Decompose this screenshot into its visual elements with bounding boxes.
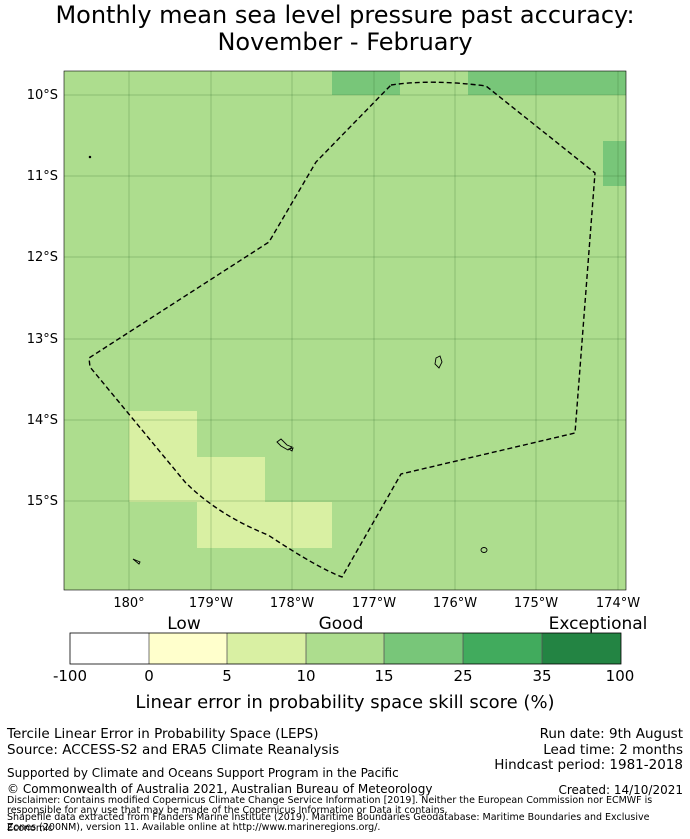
lon-label: 179°W xyxy=(189,596,233,611)
category-good: Good xyxy=(318,614,364,634)
skill-grid xyxy=(64,71,626,590)
cell-good-15-25 xyxy=(603,141,626,186)
colorbar-swatch xyxy=(227,633,306,664)
hindcast-period: Hindcast period: 1981-2018 xyxy=(494,757,683,773)
cell-good-15-25 xyxy=(468,71,626,95)
colorbar-tick: 10 xyxy=(296,667,316,685)
source-text: Source: ACCESS-S2 and ERA5 Climate Reana… xyxy=(7,742,340,758)
category-exceptional: Exceptional xyxy=(548,614,648,634)
created-date: Created: 14/10/2021 xyxy=(558,783,683,797)
shapefile-line-1: Shapefile data extracted from Flanders M… xyxy=(7,812,650,834)
lat-label: 11°S xyxy=(27,169,58,184)
lat-label: 14°S xyxy=(27,413,58,428)
shapefile-line-2: Zones (200NM), version 11. Available onl… xyxy=(7,822,381,833)
lon-ticks: 180° 179°W 178°W 177°W 176°W 175°W 174°W xyxy=(113,596,640,611)
colorbar-swatch xyxy=(149,633,227,664)
method-text: Tercile Linear Error in Probability Spac… xyxy=(7,726,319,742)
cell-good-5-10 xyxy=(129,411,332,548)
lat-label: 13°S xyxy=(27,332,58,347)
map-frame xyxy=(63,70,627,591)
lon-label: 174°W xyxy=(596,596,640,611)
colorbar-tick: -100 xyxy=(52,667,88,685)
lead-time: Lead time: 2 months xyxy=(543,742,683,758)
eez-boundary xyxy=(88,81,596,578)
cell-good-15-25 xyxy=(332,71,400,95)
lon-label: 176°W xyxy=(433,596,477,611)
colorbar-tick: 0 xyxy=(144,667,154,685)
lat-label: 12°S xyxy=(27,250,58,265)
island xyxy=(132,558,141,565)
colorbar-label: Linear error in probability space skill … xyxy=(135,692,555,713)
copyright-text: © Commonwealth of Australia 2021, Austra… xyxy=(7,782,433,796)
lon-label: 177°W xyxy=(352,596,396,611)
gridlines xyxy=(64,71,626,590)
cell-good-10-15 xyxy=(64,71,626,590)
category-low: Low xyxy=(167,614,201,634)
colorbar-swatch xyxy=(542,633,621,664)
island xyxy=(88,155,92,159)
lon-label: 175°W xyxy=(514,596,558,611)
disclaimer-line-2: responsible for any use that may be made… xyxy=(7,805,448,816)
colorbar-tick: 100 xyxy=(605,667,635,685)
title-line-1: Monthly mean sea level pressure past acc… xyxy=(55,1,635,29)
lat-label: 10°S xyxy=(27,88,58,103)
colorbar-tick: 35 xyxy=(532,667,552,685)
lon-label: 178°W xyxy=(270,596,314,611)
lat-label: 15°S xyxy=(27,494,58,509)
colorbar xyxy=(69,632,622,665)
island xyxy=(276,438,293,451)
colorbar-tick: 5 xyxy=(222,667,232,685)
lon-label: 180° xyxy=(113,596,144,611)
disclaimer-line-1: Disclaimer: Contains modified Copernicus… xyxy=(7,795,653,806)
title-line-2: November - February xyxy=(217,28,473,56)
colorbar-swatch xyxy=(463,633,542,664)
colorbar-swatch xyxy=(306,633,384,664)
islands xyxy=(88,155,488,565)
supported-text: Supported by Climate and Oceans Support … xyxy=(7,766,399,780)
island xyxy=(480,547,488,553)
colorbar-frame xyxy=(69,632,622,665)
colorbar-swatch xyxy=(70,633,149,664)
colorbar-tick: 15 xyxy=(374,667,394,685)
colorbar-swatch xyxy=(384,633,463,664)
run-date: Run date: 9th August xyxy=(539,726,683,742)
colorbar-tick: 25 xyxy=(453,667,473,685)
lat-ticks: 10°S 11°S 12°S 13°S 14°S 15°S xyxy=(27,88,58,509)
island xyxy=(287,447,294,452)
island xyxy=(434,355,443,369)
